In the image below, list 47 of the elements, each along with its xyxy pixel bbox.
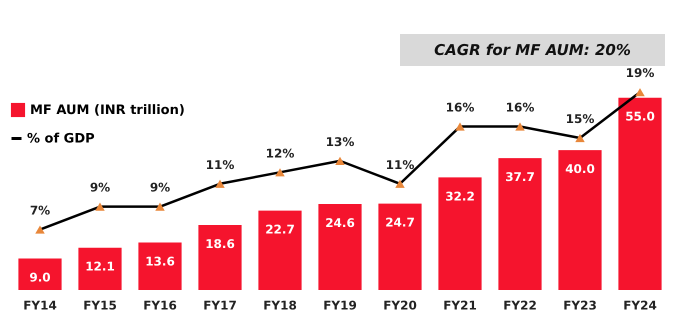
x-tick-label: FY23 xyxy=(563,298,597,312)
legend-label: % of GDP xyxy=(27,132,95,146)
bar xyxy=(618,98,662,290)
bar xyxy=(558,150,602,290)
x-tick-label: FY16 xyxy=(143,298,177,312)
x-tick-label: FY17 xyxy=(203,298,237,312)
x-tick-label: FY24 xyxy=(623,298,657,312)
data-label: 13% xyxy=(326,134,354,149)
data-label: 18.6 xyxy=(205,236,235,251)
bar xyxy=(318,204,362,290)
data-label: 15% xyxy=(566,112,594,126)
data-label: 12% xyxy=(266,146,294,160)
caption-box: CAGR for MF AUM: 20% xyxy=(400,34,665,66)
x-tick-label: FY21 xyxy=(443,298,477,312)
bar xyxy=(78,248,122,290)
data-label: 24.6 xyxy=(325,216,355,230)
legend-label: MF AUM (INR trillion) xyxy=(30,103,185,118)
data-label: 55.0 xyxy=(625,110,655,124)
bar xyxy=(438,177,482,290)
data-label: 24.7 xyxy=(385,216,415,230)
data-label: 32.2 xyxy=(445,189,475,204)
data-label: 9.0 xyxy=(29,270,51,285)
x-tick-label: FY18 xyxy=(263,298,297,312)
bar xyxy=(198,224,242,290)
data-label: 12.1 xyxy=(85,260,115,274)
bar xyxy=(138,242,182,290)
data-label: 37.7 xyxy=(505,170,535,184)
data-label: 40.0 xyxy=(565,162,595,176)
x-tick-label: FY19 xyxy=(323,298,357,312)
data-label: 11% xyxy=(386,158,414,172)
x-tick-label: FY14 xyxy=(23,298,57,312)
data-label: 9% xyxy=(150,180,170,195)
data-label: 9% xyxy=(90,180,110,195)
bar xyxy=(258,210,302,290)
x-tick-label: FY22 xyxy=(503,298,537,312)
x-tick-label: FY20 xyxy=(383,298,417,312)
data-label: 11% xyxy=(206,158,234,172)
data-label: 13.6 xyxy=(145,254,175,268)
data-label: 19% xyxy=(626,66,654,80)
data-label: 16% xyxy=(446,100,474,115)
data-label: 7% xyxy=(30,204,50,218)
data-label: 22.7 xyxy=(265,222,295,237)
bar xyxy=(18,258,62,290)
data-label: 16% xyxy=(506,100,534,115)
bar xyxy=(378,204,422,290)
x-tick-label: FY15 xyxy=(83,298,117,312)
bar xyxy=(498,158,542,290)
